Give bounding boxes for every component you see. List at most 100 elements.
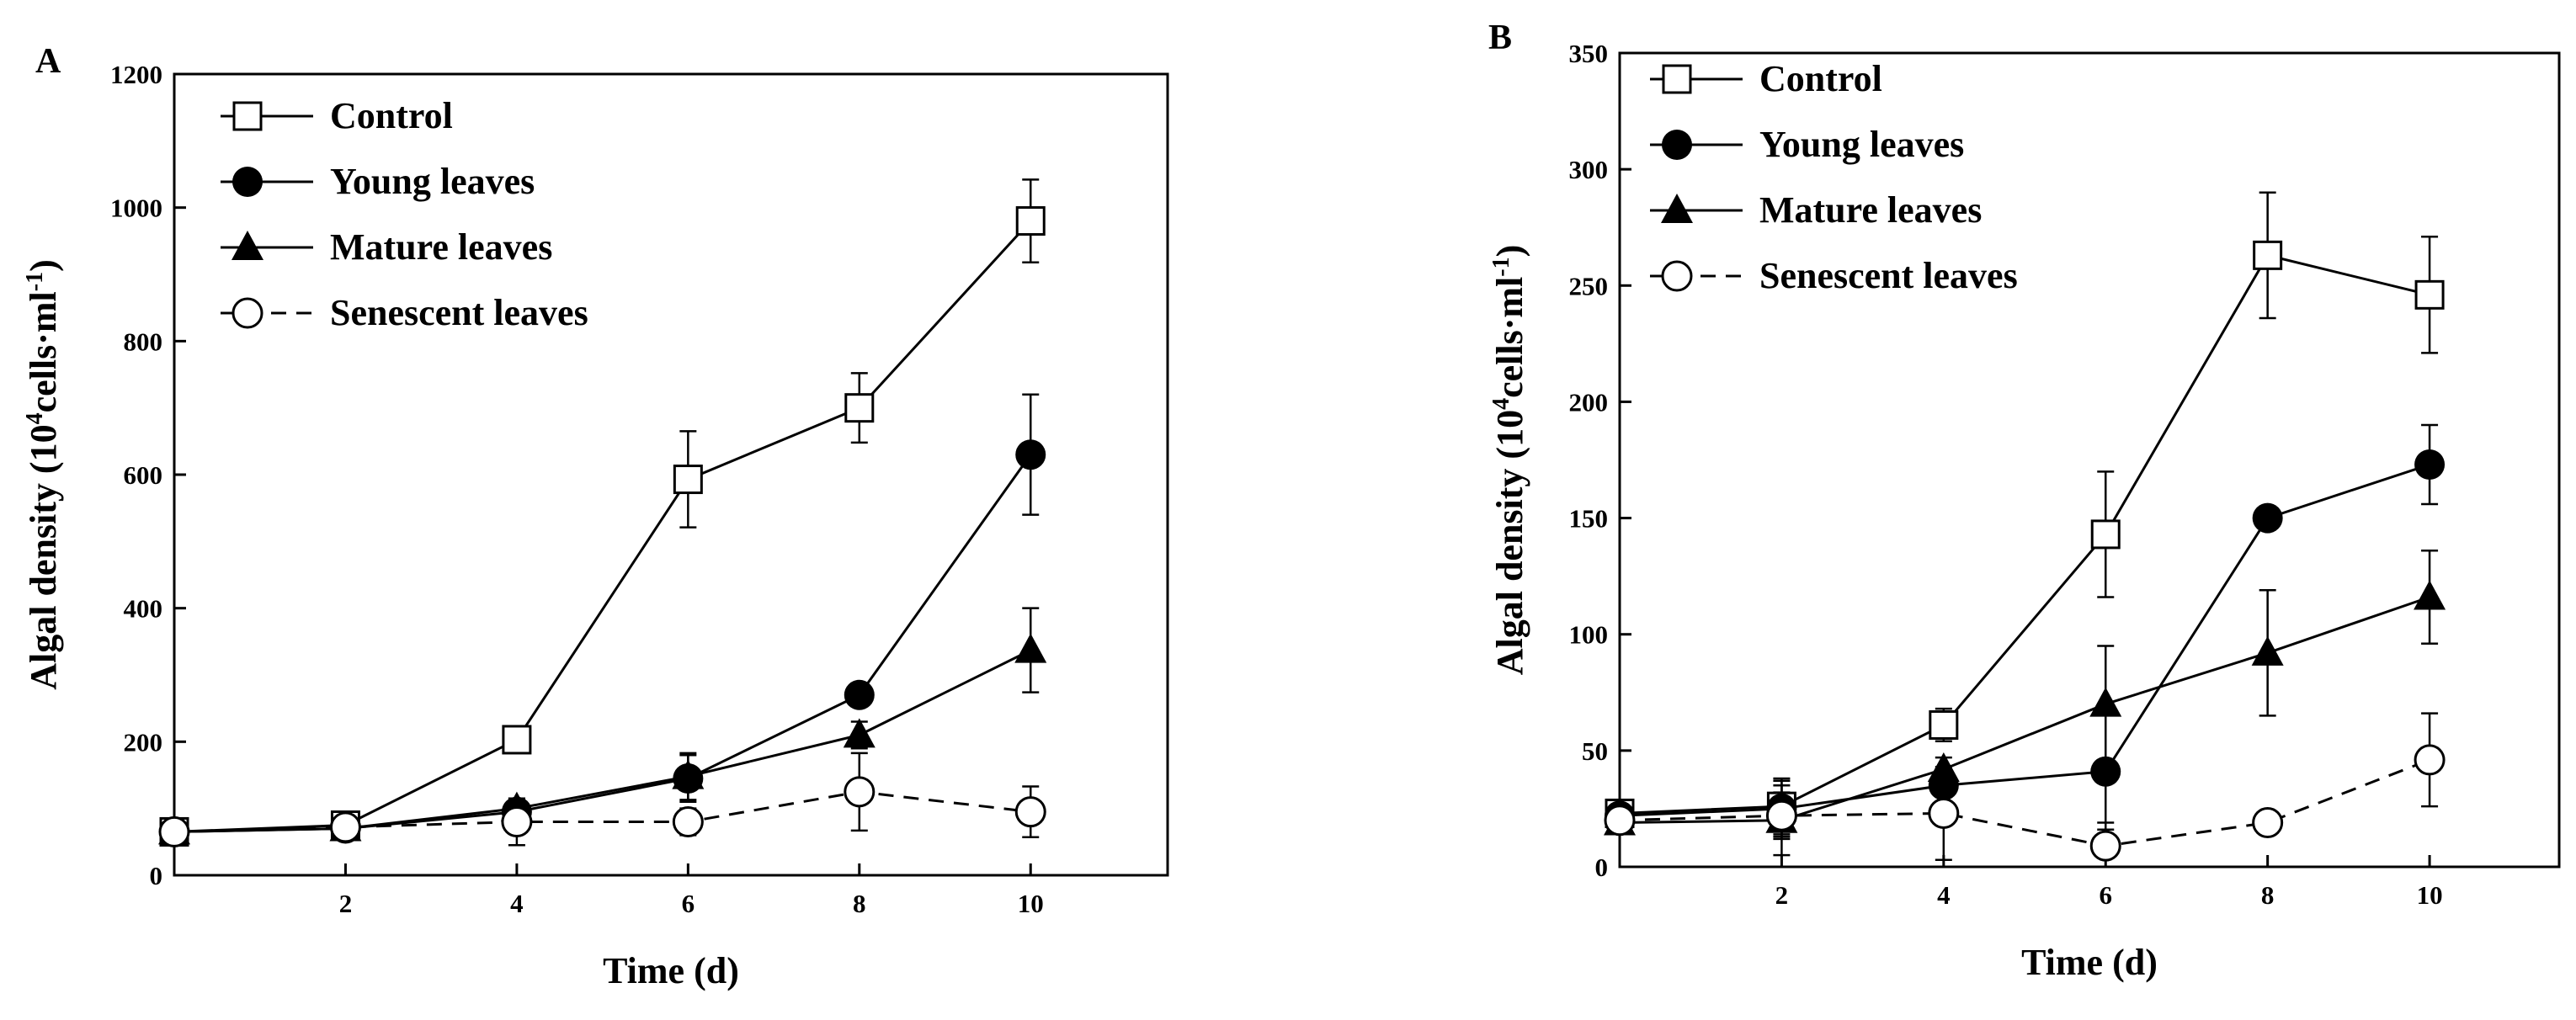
- legend-item: Young leaves: [1650, 124, 1964, 165]
- data-point: [672, 806, 704, 838]
- data-point: [2252, 502, 2283, 534]
- series-senescent-leaves: [1604, 712, 2446, 869]
- y-axis-title-part: -1: [1488, 257, 1514, 276]
- data-point: [844, 679, 875, 710]
- plot-frame: [173, 72, 1169, 877]
- legend-label: Senescent leaves: [330, 292, 588, 333]
- y-axis-title-part: 4: [22, 412, 48, 424]
- y-axis-title-part: Algal density (10: [1489, 410, 1530, 675]
- y-tick-label: 50: [1582, 736, 1608, 766]
- data-point: [1014, 633, 1047, 663]
- series-line: [1619, 596, 2430, 825]
- data-point: [2251, 635, 2284, 666]
- legend-label: Young leaves: [330, 161, 535, 202]
- legend-label: Control: [1759, 58, 1882, 99]
- y-tick-label: 0: [1595, 853, 1609, 882]
- y-tick-label: 200: [124, 727, 163, 757]
- y-tick-label: 0: [150, 861, 163, 890]
- series-line: [1619, 253, 2430, 815]
- data-point: [1662, 130, 1692, 160]
- data-point: [844, 776, 876, 808]
- x-tick-label: 2: [1775, 880, 1789, 910]
- legend-item: Control: [1650, 58, 1882, 99]
- data-point: [2414, 449, 2446, 481]
- panel-letter: A: [35, 42, 61, 81]
- legend-item: Control: [221, 95, 453, 136]
- data-point: [329, 811, 361, 843]
- data-point: [1014, 796, 1046, 828]
- y-tick-label: 400: [124, 594, 163, 624]
- data-point: [1765, 800, 1797, 831]
- series-line: [173, 649, 1031, 833]
- series-senescent-leaves: [158, 752, 1046, 847]
- series-line: [1619, 758, 2430, 847]
- data-point: [2090, 756, 2121, 787]
- series-control: [1605, 191, 2445, 836]
- x-tick-label: 4: [510, 889, 524, 918]
- data-point: [501, 806, 533, 838]
- series-mature-leaves: [158, 607, 1047, 845]
- data-point: [2414, 580, 2446, 610]
- y-axis-title-part: 4: [1488, 398, 1514, 410]
- panel-letter: B: [1488, 19, 1512, 57]
- data-point: [2252, 807, 2284, 839]
- legend-label: Mature leaves: [1759, 189, 1982, 231]
- series-line: [1619, 463, 2430, 817]
- data-point: [2414, 279, 2445, 310]
- data-point: [844, 393, 875, 423]
- x-tick-label: 8: [2261, 880, 2275, 910]
- y-tick-label: 300: [1569, 155, 1609, 184]
- data-point: [1929, 709, 1959, 740]
- y-tick-label: 350: [1569, 39, 1609, 68]
- data-point: [1928, 797, 1960, 829]
- x-axis-title: Time (d): [603, 950, 739, 991]
- y-tick-label: 150: [1569, 504, 1609, 534]
- y-axis-title-part: -1: [22, 272, 48, 291]
- x-tick-label: 8: [853, 889, 866, 918]
- data-point: [232, 297, 263, 329]
- y-axis-title-part: cells·ml: [1489, 277, 1530, 398]
- data-point: [673, 465, 703, 495]
- data-point: [232, 167, 263, 197]
- data-point: [1661, 260, 1693, 292]
- y-tick-label: 800: [124, 327, 163, 356]
- y-axis-title: Algal density (104cells·ml-1): [22, 259, 64, 690]
- data-point: [2089, 687, 2122, 717]
- plot-frame: [1618, 51, 2561, 869]
- data-point: [232, 231, 263, 260]
- legend: Control Young leaves Mature leaves Senescen…: [1650, 58, 2018, 296]
- data-point: [158, 815, 190, 847]
- data-point: [2414, 744, 2446, 776]
- y-tick-label: 600: [124, 460, 163, 490]
- series-line: [173, 790, 1031, 833]
- data-point: [502, 725, 532, 755]
- x-tick-label: 6: [2099, 880, 2112, 910]
- legend-item: Mature leaves: [221, 226, 552, 268]
- y-tick-label: 1000: [110, 194, 162, 223]
- x-tick-label: 10: [2417, 880, 2443, 910]
- legend-item: Senescent leaves: [1650, 255, 2018, 296]
- data-point: [232, 101, 263, 131]
- y-axis-title-part: cells·ml: [23, 291, 64, 412]
- data-point: [2090, 519, 2121, 550]
- legend-label: Control: [330, 95, 453, 136]
- legend-item: Mature leaves: [1650, 189, 1982, 231]
- y-axis-title-part: ): [1489, 245, 1530, 258]
- legend-label: Senescent leaves: [1759, 255, 2018, 296]
- x-tick-label: 10: [1018, 889, 1044, 918]
- chart-panel-B: B 0 50 100 150 200 250 300 350 2 4 6 8 10 Time (d) Alga…: [1488, 19, 2561, 983]
- x-tick-label: 2: [339, 889, 353, 918]
- legend-item: Young leaves: [221, 161, 535, 202]
- data-point: [1015, 206, 1046, 236]
- y-tick-label: 250: [1569, 271, 1609, 300]
- data-point: [1015, 439, 1046, 470]
- legend-item: Senescent leaves: [221, 292, 588, 333]
- x-tick-label: 6: [682, 889, 695, 918]
- data-point: [2253, 240, 2283, 270]
- series-line: [173, 454, 1032, 833]
- data-point: [1662, 64, 1692, 94]
- y-tick-label: 200: [1569, 387, 1609, 417]
- series-line: [173, 220, 1032, 833]
- series-control: [159, 178, 1046, 847]
